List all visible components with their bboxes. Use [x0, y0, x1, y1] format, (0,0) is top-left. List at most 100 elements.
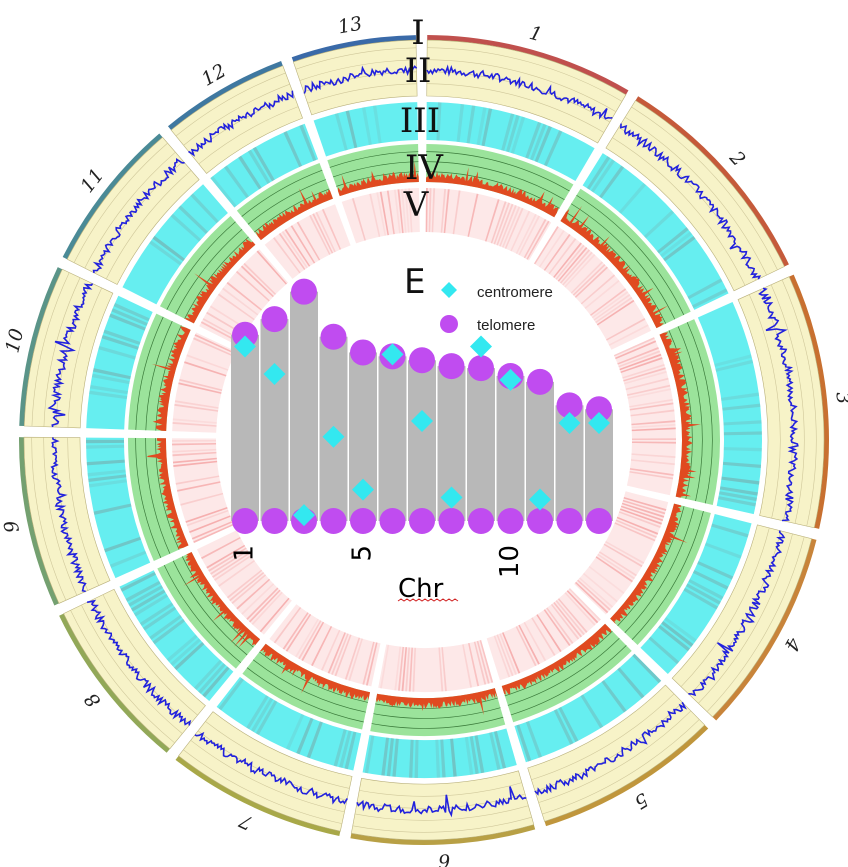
- track-III-heatmap: [582, 153, 729, 310]
- track-V-cell: [575, 581, 609, 614]
- track-V-cell: [397, 189, 404, 234]
- chromosome-sector-9: [19, 436, 235, 606]
- legend-telomere-label: telomere: [477, 317, 535, 334]
- track-III-cell: [149, 240, 182, 266]
- track-III-cell: [464, 736, 474, 775]
- track-III-cell: [131, 589, 166, 612]
- track-III-cell: [687, 278, 723, 300]
- track-V-heatmap: [574, 491, 669, 615]
- track-IV-background: [426, 144, 574, 218]
- track-IV-background: [610, 503, 711, 645]
- chromosome-sector-11: [62, 133, 289, 346]
- track-V-heatmap: [264, 204, 351, 279]
- track-V-cell: [603, 543, 643, 568]
- track-II-line: [534, 701, 687, 796]
- chromosome-label-7: 7: [235, 809, 256, 834]
- track-V-cell: [493, 202, 510, 245]
- track-V-cell: [577, 579, 611, 611]
- track-V-heatmap: [533, 226, 652, 350]
- track-III-cell: [723, 447, 762, 452]
- track-V-cell: [613, 337, 655, 357]
- track-III-cell: [456, 104, 465, 143]
- chromosome-sector-12: [167, 61, 351, 279]
- track-V-cell: [617, 347, 659, 365]
- track-V-cell: [550, 603, 580, 640]
- track-III-cell: [109, 313, 146, 331]
- track-V-cell: [631, 453, 676, 458]
- track-I-band: [426, 39, 627, 144]
- telomere-bottom-marker: [468, 508, 494, 534]
- track-V-cell: [473, 641, 487, 685]
- ideogram-strip: [19, 267, 63, 427]
- chromosome-label-11: 11: [76, 164, 108, 197]
- x-tick-label: 10: [495, 545, 525, 578]
- track-V-cell: [555, 600, 585, 636]
- track-V-cell: [273, 606, 302, 644]
- track-III-cell: [704, 542, 742, 559]
- track-V-cell: [428, 188, 432, 233]
- x-tick-labels: 1 5 10: [230, 545, 526, 578]
- track-V-heatmap: [613, 337, 676, 496]
- bar: [231, 334, 259, 521]
- track-V-cell: [431, 188, 436, 233]
- track-V-cell: [630, 459, 675, 466]
- track-III-heatmap: [362, 728, 517, 778]
- telomere-top-marker: [409, 347, 435, 374]
- track-V-cell: [206, 544, 246, 569]
- track-IV-background: [501, 623, 632, 723]
- track-III-cell: [85, 439, 125, 444]
- chromosome-label-13: 13: [336, 13, 364, 39]
- track-V-cell: [583, 572, 618, 603]
- track-V-cell: [555, 244, 585, 280]
- track-V-cell: [630, 409, 675, 417]
- centromere-marker: [234, 335, 256, 358]
- track-III-cell: [345, 110, 358, 149]
- track-III-heatmap: [514, 653, 662, 763]
- telomere-top-marker: [556, 392, 583, 419]
- track-III-cell: [723, 431, 762, 436]
- track-V-cell: [172, 448, 217, 453]
- chromosome-sector-4: [574, 491, 817, 721]
- track-III-cell: [133, 593, 169, 617]
- track-IV-histogram: [560, 205, 669, 329]
- track-V-cell: [178, 382, 222, 394]
- track-I-band: [350, 770, 535, 841]
- track-III-cell: [489, 732, 501, 770]
- centromere-marker: [440, 486, 463, 509]
- telomere-bottom-marker: [497, 508, 524, 534]
- track-V-cell: [467, 193, 479, 237]
- track-V-cell: [386, 190, 395, 235]
- track-V-cell: [397, 646, 405, 691]
- track-III-cell: [714, 354, 752, 367]
- track-V-cell: [281, 231, 308, 269]
- chromosome-sector-2: [533, 96, 789, 350]
- track-V-cell: [564, 592, 596, 626]
- track-III-cell: [697, 561, 734, 580]
- track-III-cell: [296, 717, 314, 755]
- track-V-cell: [172, 422, 217, 427]
- chromosome-label-6: 6: [438, 849, 451, 867]
- track-V-cell: [284, 229, 311, 267]
- track-III-cell: [251, 697, 274, 733]
- telomere-top-marker: [438, 353, 465, 380]
- track-I-band: [178, 711, 353, 832]
- track-V-cell: [452, 190, 461, 235]
- track-I-band: [737, 276, 825, 529]
- track-V-cell: [562, 251, 593, 286]
- track-V-cell: [193, 523, 235, 543]
- track-V-cell: [595, 556, 633, 583]
- track-V-cell: [295, 618, 319, 658]
- telomere-top-marker: [232, 321, 258, 348]
- track-V-cell: [606, 318, 646, 341]
- centromere-marker: [352, 478, 374, 501]
- track-V-cell: [175, 475, 220, 485]
- legend: centromere telomere: [440, 282, 553, 334]
- track-III-cell: [247, 149, 271, 184]
- chromosome-bar-4: [319, 323, 348, 534]
- chromosome-label-4: 4: [779, 633, 805, 655]
- track-V-cell: [200, 321, 241, 344]
- track-V-cell: [443, 189, 450, 234]
- track-V-cell: [312, 213, 334, 254]
- track-III-cell: [466, 105, 476, 144]
